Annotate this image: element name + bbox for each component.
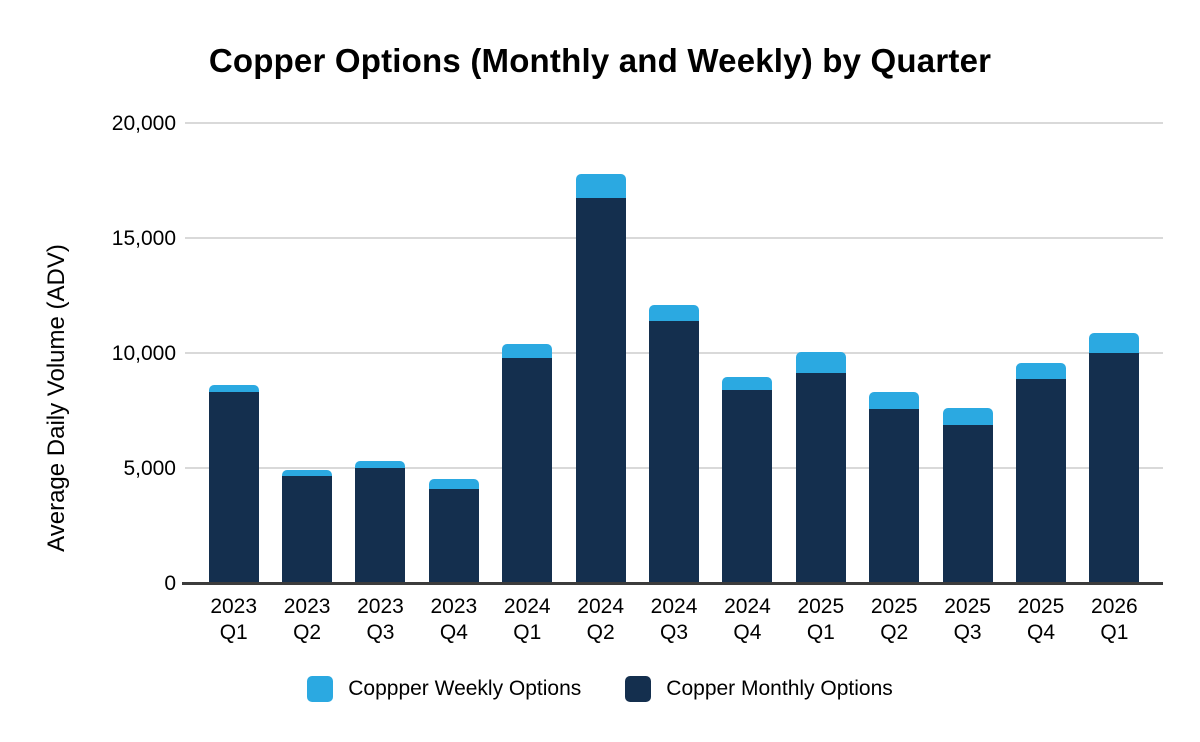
monthly-bar-segment <box>355 468 406 583</box>
x-axis-label: 2025 Q1 <box>797 595 845 644</box>
monthly-bar-segment <box>649 321 700 583</box>
legend-swatch-weekly <box>307 676 334 702</box>
y-axis-tick-label: 15,000 <box>111 227 176 250</box>
x-axis-label: 2024 Q4 <box>724 595 771 644</box>
x-axis-baseline <box>182 582 1163 585</box>
bar-group <box>270 123 343 583</box>
x-axis-label: 2024 Q3 <box>650 595 698 644</box>
weekly-bar-segment <box>722 377 773 390</box>
bar-group <box>564 123 637 583</box>
monthly-bar-segment <box>208 392 259 583</box>
x-axis-label: 2024 Q1 <box>503 595 551 644</box>
monthly-bar-segment <box>575 198 626 583</box>
monthly-bar-segment <box>282 476 333 583</box>
x-axis-label: 2025 Q3 <box>944 595 991 644</box>
bar-group <box>197 123 270 583</box>
bar-group <box>344 123 417 583</box>
x-axis-labels: 2023 Q1 2023 Q2 2023 Q3 2023 Q4 2024 Q1 2024 Q2 2024… <box>185 594 1163 646</box>
weekly-bar-segment <box>1089 333 1140 353</box>
legend-label-monthly: Copper Monthly Options <box>666 677 893 700</box>
bar-group <box>711 123 784 583</box>
weekly-bar-segment <box>208 385 259 392</box>
monthly-bar-segment <box>428 489 479 583</box>
monthly-bar-segment <box>795 373 846 583</box>
x-axis-label: 2026 Q1 <box>1091 595 1138 644</box>
gridline <box>185 237 1163 239</box>
bar-group <box>858 123 931 583</box>
bar-group <box>491 123 564 583</box>
weekly-bar-segment <box>282 470 333 476</box>
x-axis-label: 2025 Q4 <box>1017 595 1065 644</box>
bar-group <box>1078 123 1151 583</box>
bar-group <box>931 123 1004 583</box>
weekly-bar-segment <box>869 392 920 409</box>
plot-area <box>182 122 1163 585</box>
monthly-bar-segment <box>1015 379 1066 583</box>
weekly-bar-segment <box>355 461 406 468</box>
bar-group <box>1004 123 1077 583</box>
gridline <box>185 122 1163 124</box>
weekly-bar-segment <box>502 344 553 358</box>
x-axis-label: 2023 Q4 <box>430 595 478 644</box>
x-axis-label: 2023 Q2 <box>283 595 331 644</box>
legend-label-weekly: Coppper Weekly Options <box>348 677 582 700</box>
y-axis-tick-label: 5,000 <box>123 457 176 480</box>
y-axis-tick-label: 0 <box>164 572 176 595</box>
y-axis-tick-label: 20,000 <box>111 112 176 135</box>
legend: Coppper Weekly Options Copper Monthly Op… <box>0 676 1200 702</box>
legend-item-monthly: Copper Monthly Options <box>625 676 893 702</box>
legend-item-weekly: Coppper Weekly Options <box>307 676 581 702</box>
weekly-bar-segment <box>1015 363 1066 379</box>
chart-title: Copper Options (Monthly and Weekly) by Q… <box>208 42 992 79</box>
weekly-bar-segment <box>428 479 479 489</box>
weekly-bar-segment <box>942 408 993 425</box>
monthly-bar-segment <box>722 390 773 583</box>
monthly-bar-segment <box>869 409 920 583</box>
weekly-bar-segment <box>795 352 846 373</box>
bars-container <box>185 123 1163 583</box>
monthly-bar-segment <box>1089 353 1140 583</box>
bar-group <box>417 123 490 583</box>
y-axis-tick-label: 10,000 <box>111 342 176 365</box>
monthly-bar-segment <box>502 358 553 583</box>
bar-group <box>637 123 710 583</box>
x-axis-label: 2024 Q2 <box>577 595 624 644</box>
x-axis-label: 2023 Q1 <box>210 595 258 644</box>
bar-group <box>784 123 857 583</box>
x-axis-label: 2025 Q2 <box>870 595 918 644</box>
weekly-bar-segment <box>649 305 700 321</box>
y-axis-title: Average Daily Volume (ADV) <box>43 244 70 552</box>
x-axis-label: 2023 Q3 <box>357 595 404 644</box>
weekly-bar-segment <box>575 174 626 198</box>
monthly-bar-segment <box>942 425 993 583</box>
legend-swatch-monthly <box>625 676 652 702</box>
